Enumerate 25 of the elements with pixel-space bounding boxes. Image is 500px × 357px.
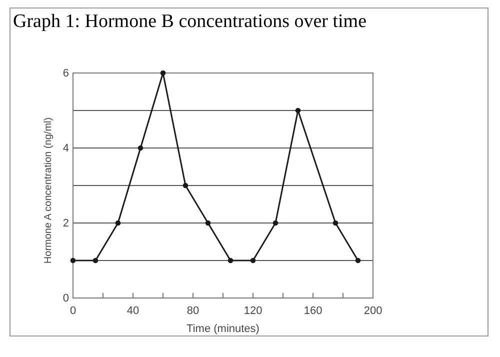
point [205,220,211,226]
x-tick-label: 40 [126,304,140,317]
x-tick-label: 80 [186,304,200,317]
point [272,220,278,226]
point [70,258,76,264]
point [295,108,301,114]
y-tick-label: 4 [62,142,69,155]
point [115,220,121,226]
point [228,258,234,264]
y-axis-title: Hormone A concentration (ng/ml) [43,117,54,264]
point [92,258,98,264]
x-tick-label: 160 [304,304,322,317]
point [250,258,256,264]
point [332,220,338,226]
point [160,70,166,76]
y-tick-label: 6 [62,68,69,80]
x-axis-title: Time (minutes) [186,323,260,335]
point [138,145,144,151]
x-tick-label: 120 [244,304,262,317]
point [182,182,188,188]
point [355,258,361,264]
chart-title: Graph 1: Hormone B concentrations over time [13,11,367,32]
y-tick-label: 0 [62,292,69,305]
y-tick-label: 2 [62,218,69,230]
x-tick-label: 200 [364,304,382,317]
